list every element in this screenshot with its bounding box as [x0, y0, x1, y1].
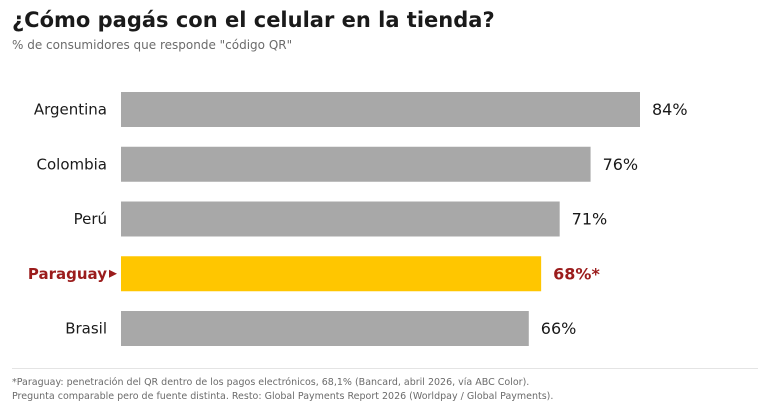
- bar-brasil: [121, 311, 529, 346]
- bar-colombia: [121, 146, 591, 182]
- category-label-peru: Perú: [74, 210, 107, 228]
- footnote: *Paraguay: penetración del QR dentro de …: [12, 376, 553, 404]
- bar-argentina: [121, 92, 640, 127]
- bar-peru: [121, 201, 560, 237]
- value-label-colombia: 76%: [603, 155, 639, 174]
- footnote-line-2: Pregunta comparable pero de fuente disti…: [12, 391, 554, 402]
- value-label-paraguay: 68%*: [553, 264, 600, 283]
- highlight-marker-icon: [109, 269, 117, 278]
- bar-paraguay: [121, 256, 542, 292]
- footnote-line-1: *Paraguay: penetración del QR dentro de …: [12, 377, 530, 388]
- chart-title: ¿Cómo pagás con el celular en la tienda?: [12, 8, 495, 32]
- value-label-argentina: 84%: [652, 100, 688, 119]
- category-label-brasil: Brasil: [65, 320, 107, 338]
- value-label-peru: 71%: [572, 210, 608, 229]
- value-label-brasil: 66%: [541, 319, 577, 338]
- category-label-paraguay: Paraguay: [28, 265, 107, 283]
- chart-subtitle: % de consumidores que responde "código Q…: [12, 38, 293, 52]
- category-label-argentina: Argentina: [34, 101, 107, 119]
- footnote-divider: [12, 368, 758, 369]
- bar-chart: Argentina 84% Colombia 76% Perú 71% Paraguay 68…: [28, 92, 688, 346]
- category-label-colombia: Colombia: [37, 155, 108, 173]
